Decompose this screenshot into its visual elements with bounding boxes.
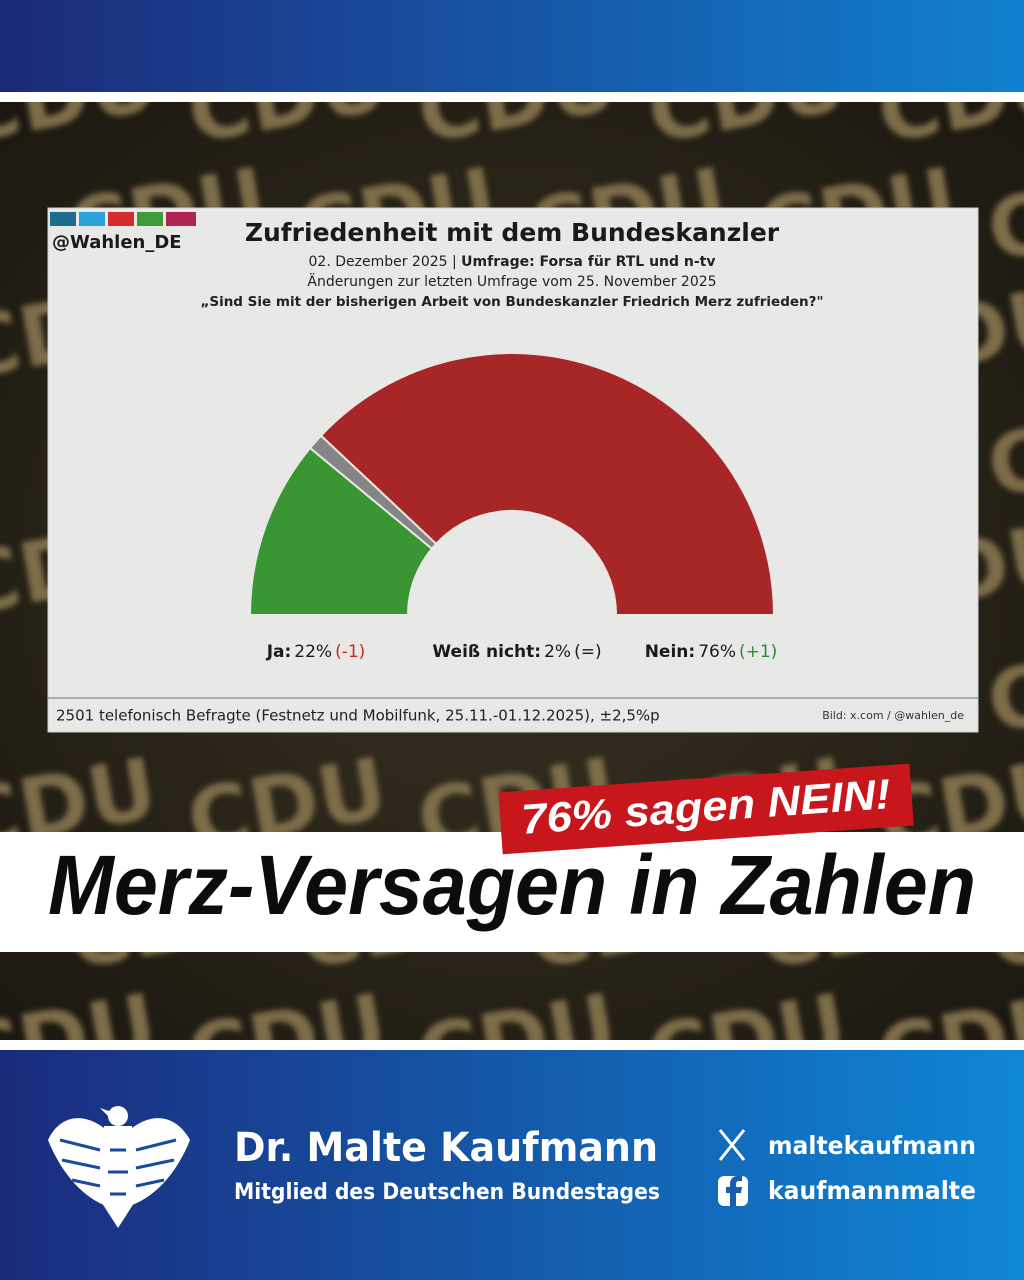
footer-name: Dr. Malte Kaufmann (234, 1125, 658, 1171)
facebook-icon (718, 1176, 748, 1206)
footer-role: Mitglied des Deutschen Bundestages (234, 1180, 660, 1205)
change-label: (-1) (335, 642, 365, 662)
brand-logo (50, 212, 196, 226)
source: Umfrage: Forsa für RTL und n-tv (461, 254, 715, 270)
chart-note: 2501 telefonisch Befragte (Festnetz und … (56, 707, 660, 725)
social-x[interactable]: maltekaufmann (768, 1131, 976, 1160)
change-label: (=) (574, 642, 602, 662)
x-icon (718, 1129, 746, 1161)
change-label: (+1) (739, 642, 777, 662)
value-label: 22% (294, 642, 332, 662)
social-facebook[interactable]: kaufmannmalte (768, 1176, 976, 1205)
chart-credit: Bild: x.com / @wahlen_de (822, 709, 964, 722)
donut-segment (319, 352, 776, 616)
chart-title: Zufriedenheit mit dem Bundeskanzler (245, 218, 780, 247)
eagle-logo (48, 1106, 190, 1228)
legend-entry: Nein: 76% (+1) (645, 642, 778, 662)
bottom-rule (0, 1040, 1024, 1050)
date: 02. Dezember 2025 | (309, 254, 457, 270)
banner: 76% sagen NEIN! (498, 763, 914, 855)
question: „Sind Sie mit der bisherigen Arbeit von … (200, 294, 823, 310)
donut (248, 352, 776, 616)
legend-entry: Weiß nicht: 2% (=) (432, 642, 601, 662)
headline: Merz-Versagen in Zahlen (48, 838, 976, 932)
donut-segment (248, 446, 434, 616)
category-label: Ja: (266, 642, 292, 662)
legend: Ja: 22% (-1) Weiß nicht: 2% (=) Nein: 76% (+1) (266, 642, 778, 662)
chart-dateline: 02. Dezember 2025 | Umfrage: Forsa für R… (309, 254, 716, 270)
category-label: Weiß nicht: (432, 642, 541, 662)
top-rule (0, 92, 1024, 102)
value-label: 2% (544, 642, 571, 662)
legend-entry: Ja: 22% (-1) (266, 642, 366, 662)
category-label: Nein: (645, 642, 696, 662)
chart-card: @Wahlen_DE Zufriedenheit mit dem Bundesk… (47, 207, 979, 733)
top-band (0, 0, 1024, 92)
chart-subtitle: Änderungen zur letzten Umfrage vom 25. N… (307, 272, 716, 290)
banner-bg (498, 763, 914, 855)
value-label: 76% (698, 642, 736, 662)
brand: @Wahlen_DE (52, 232, 182, 253)
